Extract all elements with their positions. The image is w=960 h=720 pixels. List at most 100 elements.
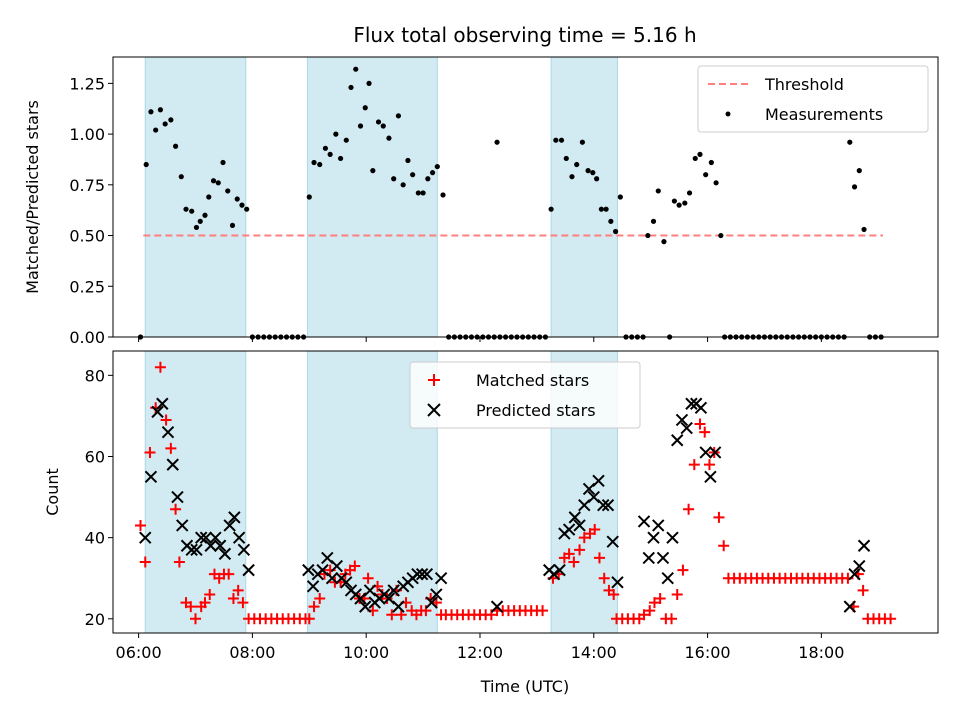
measurement-point [713,180,719,186]
matched-star-point [154,361,166,373]
matched-star-point [666,613,678,625]
bottom-y-tick-label: 40 [85,529,105,548]
shaded-interval-0 [144,350,247,634]
measurement-point [617,194,623,200]
matched-star-point [237,597,249,609]
matched-star-point [144,446,156,458]
bottom-panel: 20 40 60 80 06:00 08:00 10:00 12:00 14:00 16:00 18… [43,350,939,696]
predicted-stars-series [139,397,871,613]
predicted-star-point [666,531,679,544]
measurement-point [682,200,688,206]
predicted-star-point [597,498,610,512]
matched-star-point [185,601,197,613]
legend-predicted-swatch [427,403,441,417]
measurement-point [671,198,677,204]
matched-star-point [638,609,650,621]
matched-star-point [190,613,201,625]
top-legend: Threshold Measurements [697,65,929,133]
matched-star-point [598,572,610,584]
predicted-star-point [601,498,615,512]
chart-title: Flux total observing time = 5.16 h [353,23,696,47]
bottom-y-tick-label: 20 [85,610,105,629]
measurement-point [703,172,709,178]
matched-star-point [578,532,590,544]
predicted-star-point [204,539,217,552]
measurement-point [395,113,402,119]
predicted-star-point [611,576,624,589]
measurement-point [718,232,724,239]
measurement-point [569,174,575,180]
measurement-point [148,109,154,115]
measurement-point [594,176,600,182]
measurement-point [585,168,591,174]
measurement-point [178,174,184,180]
x-tick-label: 12:00 [457,643,503,662]
matched-star-point [593,552,605,564]
top-y-tick-label: 0.00 [69,328,105,347]
predicted-star-point [661,572,674,585]
measurement-point [590,170,596,176]
legend-threshold-label: Threshold [764,75,844,94]
top-axes-frame [112,56,939,338]
bottom-axis-ticks: 20 40 60 80 06:00 08:00 10:00 12:00 14:00 16:00 18… [85,366,845,662]
matched-star-point [199,597,211,609]
predicted-star-point [656,551,670,565]
predicted-star-point [306,580,320,593]
matched-star-point [227,593,239,605]
matched-star-point [683,503,695,515]
top-axis-ticks: 0.00 0.25 0.50 0.75 1.00 1.25 [69,74,822,347]
measurement-point [386,135,392,141]
matched-star-point [349,560,361,572]
predicted-star-point [430,588,443,601]
measurement-point [650,218,657,224]
predicted-star-point [209,531,222,544]
measurement-point [172,143,179,149]
top-y-tick-label: 1.25 [69,74,105,93]
predicted-star-point [228,511,241,524]
bottom-y-axis-label: Count [43,468,62,516]
predicted-star-point [359,600,372,613]
measurement-point [168,117,174,123]
predicted-star-point [704,470,717,483]
legend-predicted-label: Predicted stars [476,401,596,420]
measurement-point [375,119,382,125]
predicted-star-point [675,413,689,427]
predicted-star-point [434,572,448,585]
measurement-point [157,107,164,113]
measurement-point [548,206,554,212]
measurement-point [143,161,149,168]
measurement-point [429,170,436,176]
matched-star-point [362,572,374,584]
predicted-star-point [592,474,605,488]
matched-star-point [654,593,666,605]
measurement-point [661,239,667,245]
predicted-star-point [425,596,438,609]
x-axis-label: Time (UTC) [480,677,569,696]
matched-star-point [232,584,244,596]
bottom-legend: Matched stars Predicted stars [409,361,641,429]
measurement-point [558,137,565,143]
predicted-star-point [302,563,315,577]
predicted-star-point [490,600,504,613]
predicted-star-point [680,421,693,435]
matched-star-point [648,597,660,609]
predicted-star-point [547,567,561,581]
measurement-point [357,123,364,129]
matched-star-point [303,613,315,625]
predicted-star-point [242,563,255,577]
measurement-point [362,105,368,111]
measurement-point [851,184,858,190]
measurement-point [608,218,614,224]
measurement-point [579,139,585,145]
measurement-point [366,80,372,86]
x-tick-label: 06:00 [116,643,162,662]
top-y-axis-label: Matched/Predicted stars [23,100,42,294]
predicted-star-point [325,572,339,585]
measurement-point [306,194,312,200]
predicted-star-point [185,543,198,557]
predicted-star-point [176,519,189,532]
measurement-point [225,188,231,194]
predicted-star-point [232,531,246,544]
predicted-star-point [139,531,152,544]
bottom-legend-box [409,361,641,429]
